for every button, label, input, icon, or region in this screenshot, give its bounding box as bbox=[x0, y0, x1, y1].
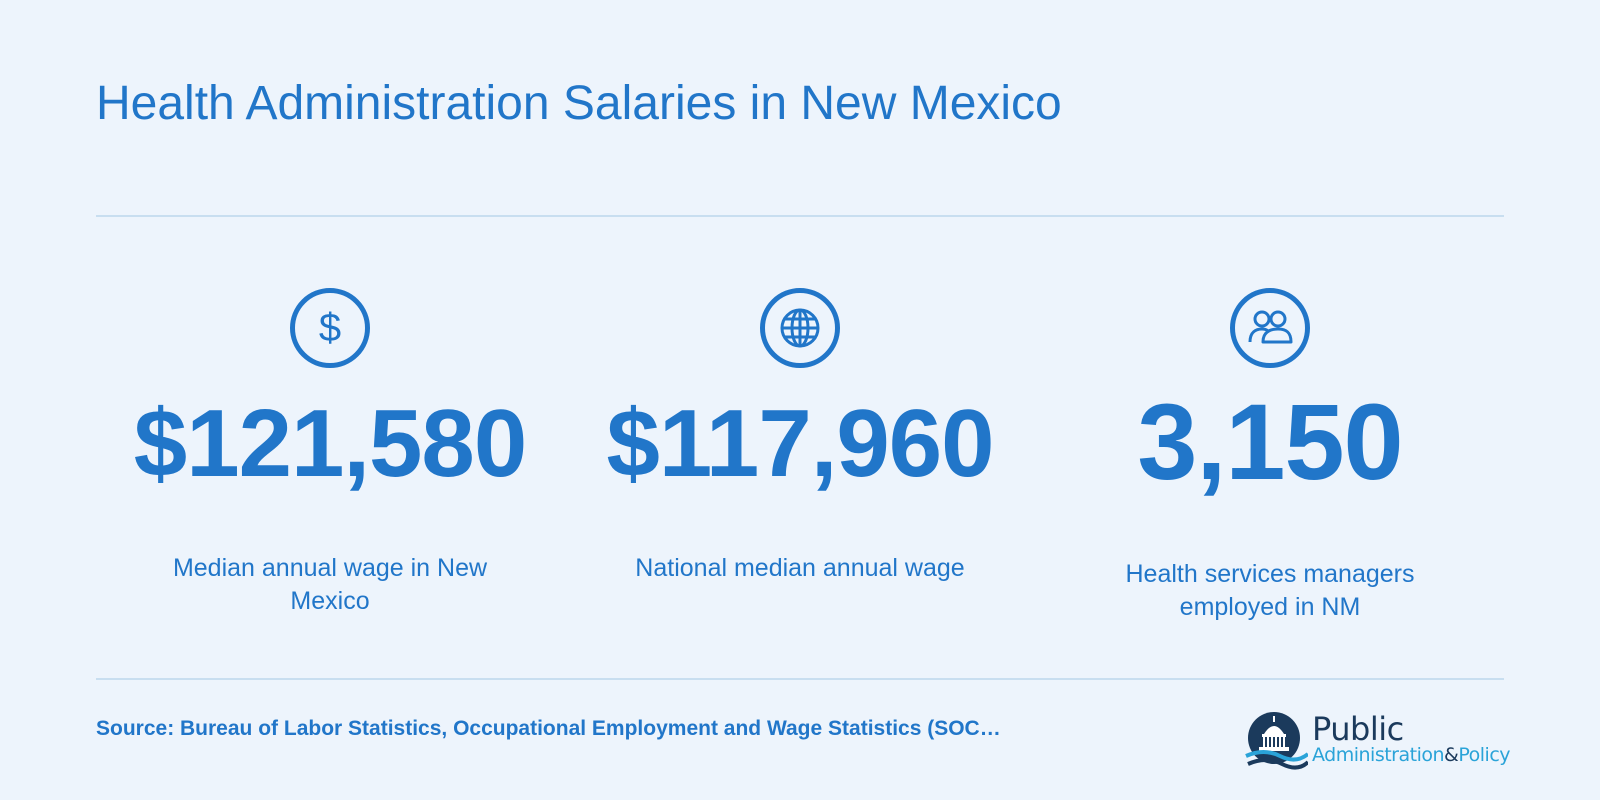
globe-icon bbox=[760, 288, 840, 368]
logo-text-subtitle: Administration&Policy bbox=[1312, 744, 1511, 766]
stat-label: National median annual wage bbox=[635, 554, 965, 582]
dollar-icon: $ bbox=[290, 288, 370, 368]
stat-card-employment: 3,150 Health services managers employed … bbox=[1060, 288, 1480, 624]
page-title: Health Administration Salaries in New Me… bbox=[96, 77, 1062, 130]
stat-label: Health services managers employed in NM bbox=[1125, 560, 1415, 621]
stat-value: $121,580 bbox=[133, 390, 527, 497]
source-citation: Source: Bureau of Labor Statistics, Occu… bbox=[96, 717, 1001, 740]
stat-card-nm-median: $ $121,580 Median annual wage in New Mex… bbox=[120, 288, 540, 618]
divider-top bbox=[96, 215, 1504, 217]
divider-bottom bbox=[96, 678, 1504, 680]
capitol-dome-icon bbox=[1245, 712, 1308, 770]
logo-ampersand: & bbox=[1444, 744, 1459, 766]
logo-word-policy: Policy bbox=[1458, 744, 1511, 766]
stat-label: Median annual wage in New Mexico bbox=[172, 554, 488, 615]
stat-value: 3,150 bbox=[1137, 381, 1403, 502]
people-icon bbox=[1230, 288, 1310, 368]
logo-text-public: Public bbox=[1312, 710, 1404, 748]
brand-logo[interactable]: Public Administration&Policy bbox=[1244, 706, 1511, 772]
stat-card-national-median: $117,960 National median annual wage bbox=[590, 288, 1010, 585]
stat-value: $117,960 bbox=[606, 390, 994, 497]
logo-word-administration: Administration bbox=[1312, 744, 1445, 766]
